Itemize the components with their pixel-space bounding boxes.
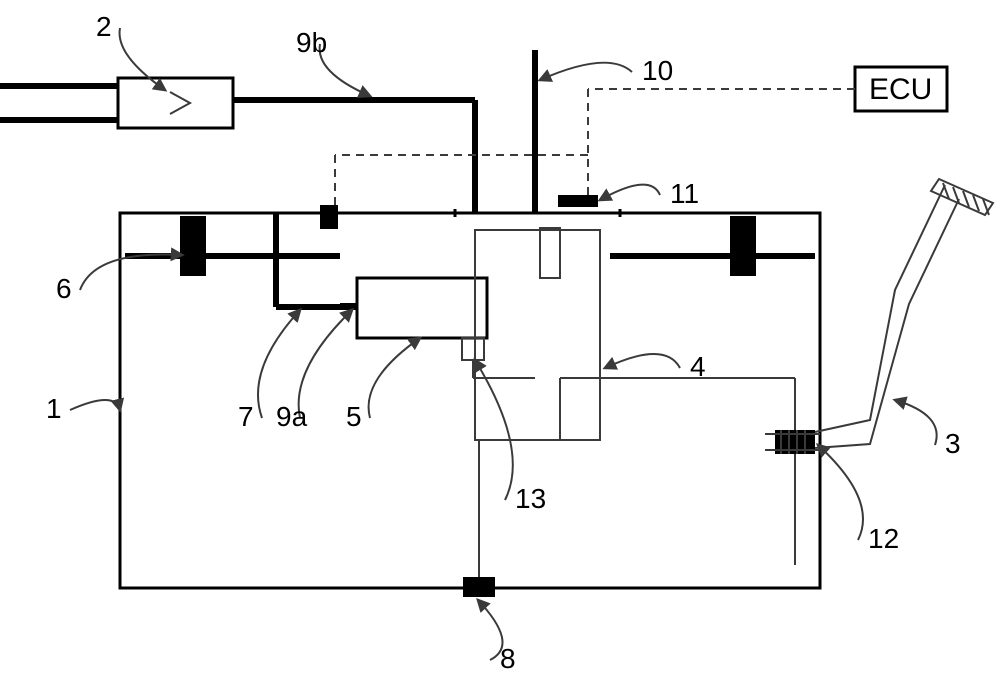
leader (369, 338, 420, 418)
mount-right (730, 216, 756, 276)
callout-label: 6 (56, 273, 72, 304)
callout-label: 12 (868, 523, 899, 554)
callout-label: 13 (515, 483, 546, 514)
pump-module (357, 278, 487, 338)
callout-label: 3 (945, 428, 961, 459)
filler-neck (815, 185, 959, 448)
leader (540, 63, 632, 80)
leader (818, 445, 863, 540)
callout-label: 9b (296, 27, 327, 58)
leader (70, 400, 120, 410)
callout-label: 2 (96, 11, 112, 42)
leader (600, 185, 660, 200)
callout-label: 7 (238, 401, 254, 432)
ecu-label: ECU (869, 73, 932, 106)
leader (605, 354, 680, 368)
leader (895, 400, 937, 445)
drain (463, 577, 495, 597)
callout-label: 5 (346, 401, 362, 432)
leader (475, 360, 513, 500)
sensor-stub (320, 205, 338, 229)
level-sensor (558, 195, 598, 207)
diagram-canvas: ECU123456789a9b10111213 (0, 0, 1000, 693)
callout-label: 4 (690, 351, 706, 382)
callout-label: 11 (670, 178, 699, 209)
mount-left (180, 216, 206, 276)
callout-label: 1 (46, 393, 62, 424)
leader (478, 600, 503, 660)
callout-label: 10 (642, 55, 673, 86)
tank-outline (120, 213, 820, 588)
nozzle (462, 338, 484, 360)
filter-box (118, 78, 233, 128)
leader (80, 254, 182, 290)
callout-label: 9a (276, 401, 308, 432)
swirl-pot (475, 230, 600, 440)
callout-label: 8 (500, 643, 516, 674)
